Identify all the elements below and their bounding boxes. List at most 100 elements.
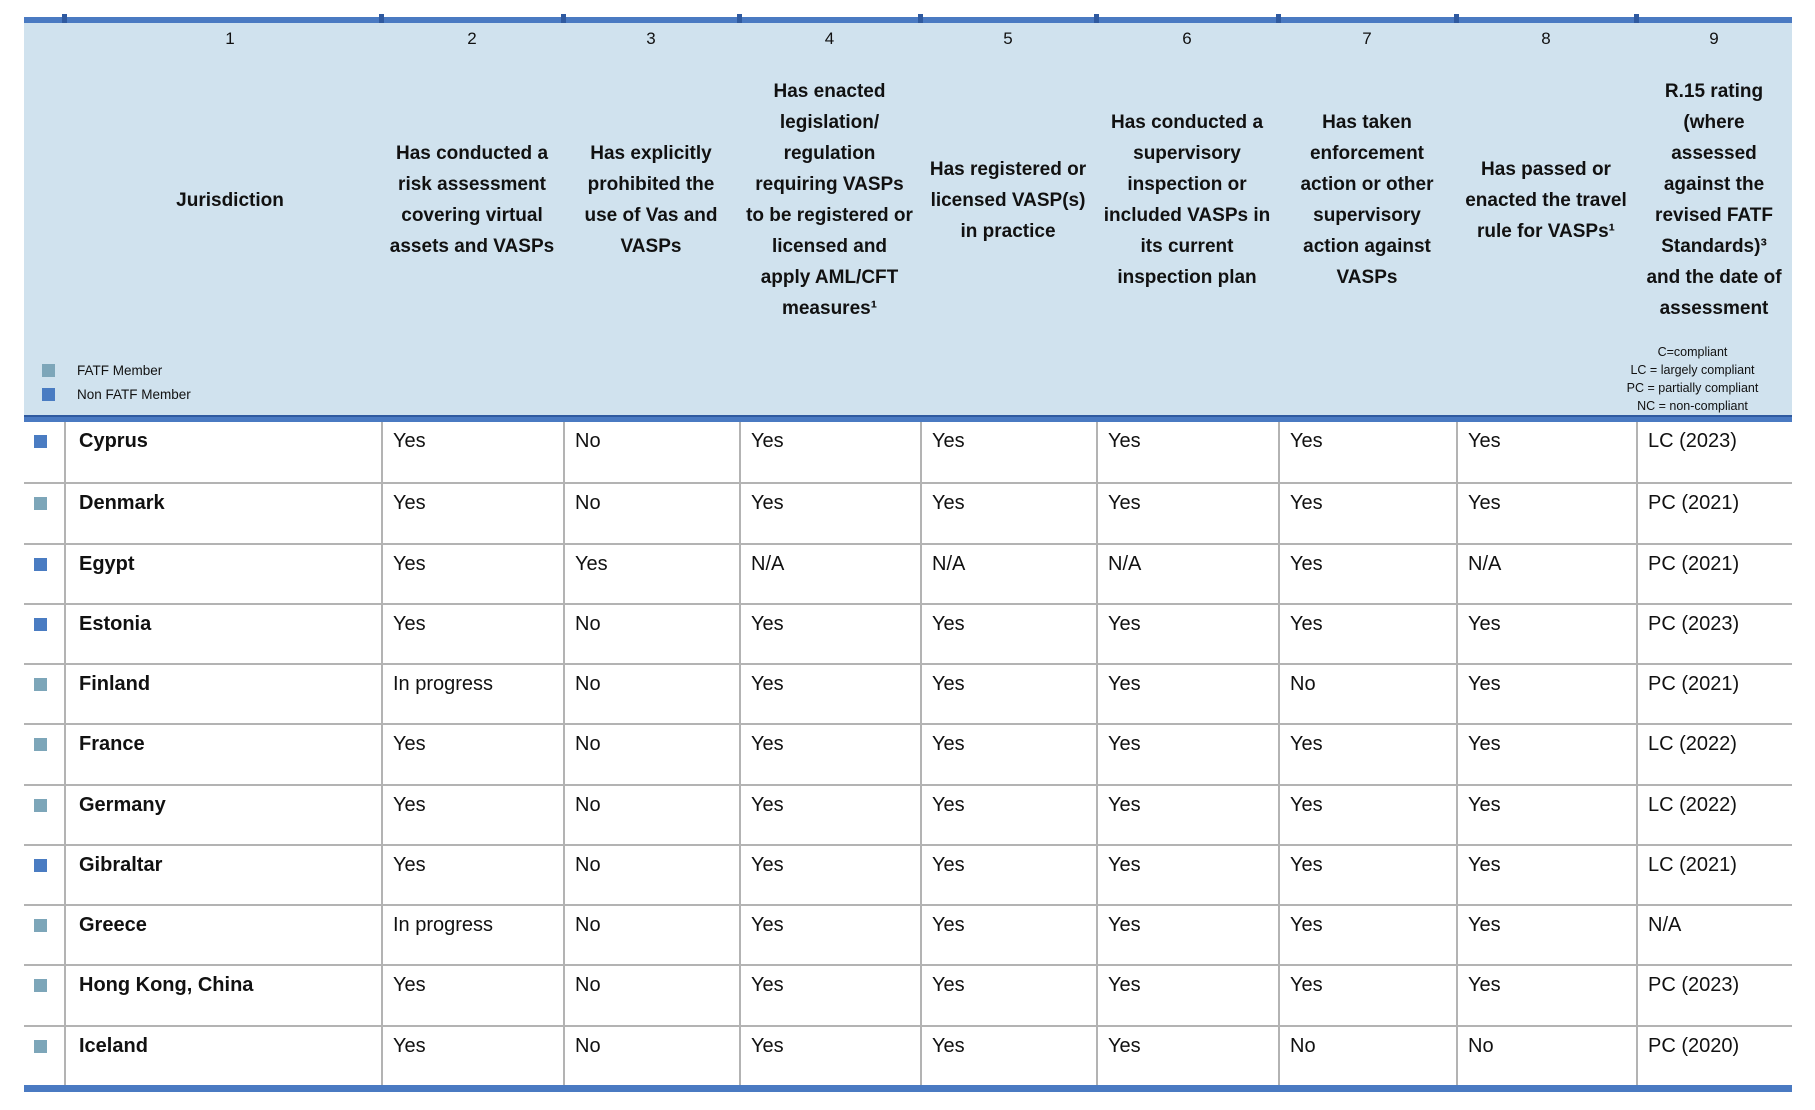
value-cell: Yes (381, 544, 563, 603)
column-number: 6 (1182, 29, 1192, 48)
value-cell: N/A (920, 544, 1096, 603)
value-cell: Yes (920, 966, 1096, 1025)
member-indicator-cell (24, 966, 64, 1024)
value-cell: No (1456, 1026, 1636, 1085)
member-indicator-square (34, 798, 47, 812)
value-cell: Yes (381, 484, 563, 543)
value-cell: Yes (1278, 604, 1456, 664)
legend-item: FATF Member (42, 363, 191, 378)
table-row: Germany Yes No Yes Yes Yes Yes Yes LC (2022) (24, 783, 1792, 844)
value-cell: No (1278, 1026, 1456, 1085)
member-indicator-cell (24, 422, 64, 482)
column-number: 2 (467, 29, 477, 48)
value-cell: No (563, 604, 739, 664)
value-cell: No (563, 484, 739, 543)
column-boundary-tick (1276, 14, 1281, 23)
member-indicator-square (34, 738, 47, 752)
member-indicator-square (34, 919, 47, 933)
value-cell: Yes (1096, 604, 1278, 664)
table-row: Finland In progress No Yes Yes Yes No Yes PC (2… (24, 663, 1792, 724)
value-cell: N/A (739, 544, 920, 603)
value-cell: Yes (739, 422, 920, 483)
column-header-label: Has conducted a supervisory inspection o… (1103, 112, 1271, 288)
member-indicator-cell (24, 846, 64, 904)
rating-cell: N/A (1636, 906, 1792, 965)
value-cell: Yes (1096, 665, 1278, 724)
value-cell: Yes (381, 725, 563, 784)
rating-legend-line: PC = partially compliant (1626, 381, 1759, 395)
column-boundary-tick (62, 14, 67, 23)
value-cell: Yes (1456, 484, 1636, 543)
legend-label: FATF Member (77, 363, 163, 378)
value-cell: Yes (920, 484, 1096, 543)
table-top-border (24, 14, 1792, 23)
value-cell: Yes (739, 484, 920, 543)
member-indicator-square (34, 497, 47, 511)
value-cell: N/A (1096, 544, 1278, 603)
member-indicator-cell (24, 786, 64, 844)
rating-cell: LC (2023) (1636, 422, 1792, 483)
value-cell: No (563, 845, 739, 905)
value-cell: Yes (739, 966, 920, 1025)
column-header-label: Has conducted a risk assessment covering… (389, 143, 555, 257)
member-indicator-cell (24, 725, 64, 783)
value-cell: No (563, 966, 739, 1025)
value-cell: No (563, 1026, 739, 1085)
column-header-label: Has explicitly prohibited the use of Vas… (584, 143, 718, 257)
value-cell: Yes (739, 1026, 920, 1085)
value-cell: Yes (1456, 845, 1636, 905)
value-cell: No (563, 665, 739, 724)
value-cell: Yes (381, 966, 563, 1025)
value-cell: Yes (1278, 906, 1456, 965)
value-cell: Yes (1456, 422, 1636, 483)
jurisdiction-cell: Germany (64, 785, 381, 844)
column-header: 6 Has conducted a supervisory inspection… (1096, 23, 1278, 415)
value-cell: No (1278, 665, 1456, 724)
column-header: 4 Has enacted legislation/ regulation re… (739, 23, 920, 415)
member-indicator-square (34, 979, 47, 993)
column-number: 1 (225, 29, 235, 48)
value-cell: Yes (1096, 966, 1278, 1025)
member-indicator-cell (24, 665, 64, 723)
value-cell: No (563, 785, 739, 844)
member-indicator-square (34, 858, 47, 872)
value-cell: Yes (1096, 725, 1278, 784)
table-row: Hong Kong, China Yes No Yes Yes Yes Yes Yes PC … (24, 964, 1792, 1025)
value-cell: Yes (739, 845, 920, 905)
value-cell: Yes (1456, 725, 1636, 784)
header-divider (24, 415, 1792, 422)
value-cell: In progress (381, 906, 563, 965)
member-indicator-cell (24, 1027, 64, 1085)
table-row: France Yes No Yes Yes Yes Yes Yes LC (2022) (24, 723, 1792, 784)
value-cell: Yes (1456, 785, 1636, 844)
column-number: 9 (1709, 29, 1719, 48)
value-cell: Yes (381, 845, 563, 905)
value-cell: Yes (1278, 785, 1456, 844)
value-cell: Yes (563, 544, 739, 603)
column-header-label: Jurisdiction (176, 189, 284, 211)
rating-legend-line: C=compliant (1657, 345, 1728, 359)
jurisdiction-cell: Hong Kong, China (64, 966, 381, 1025)
table-row: Egypt Yes Yes N/A N/A N/A Yes N/A PC (2021) (24, 542, 1792, 603)
rating-cell: PC (2023) (1636, 966, 1792, 1025)
value-cell: Yes (920, 725, 1096, 784)
rating-cell: PC (2021) (1636, 665, 1792, 724)
member-indicator-square (34, 1039, 47, 1053)
value-cell: Yes (920, 665, 1096, 724)
rating-cell: LC (2022) (1636, 785, 1792, 844)
jurisdiction-cell: France (64, 725, 381, 784)
value-cell: Yes (1096, 1026, 1278, 1085)
jurisdiction-cell: Greece (64, 906, 381, 965)
value-cell: Yes (1096, 785, 1278, 844)
member-indicator-cell (24, 605, 64, 663)
rating-legend-line: NC = non-compliant (1637, 399, 1748, 413)
member-indicator-cell (24, 484, 64, 542)
value-cell: N/A (1456, 544, 1636, 603)
column-header: 9 R.15 rating (where assessed against th… (1636, 23, 1792, 415)
column-number: 7 (1362, 29, 1372, 48)
value-cell: Yes (1456, 665, 1636, 724)
value-cell: Yes (381, 604, 563, 664)
table-row: Cyprus Yes No Yes Yes Yes Yes Yes LC (2023) (24, 422, 1792, 483)
value-cell: Yes (1456, 966, 1636, 1025)
column-boundary-tick (918, 14, 923, 23)
